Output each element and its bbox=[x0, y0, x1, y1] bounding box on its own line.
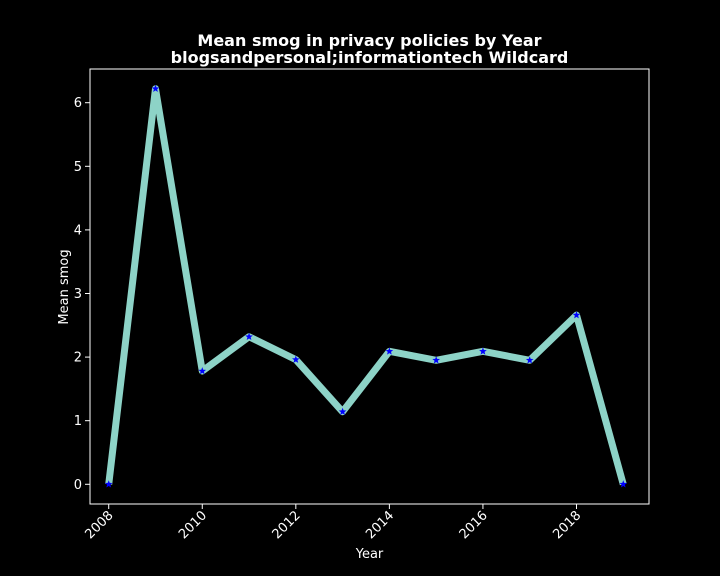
y-tick-label: 3 bbox=[74, 287, 82, 302]
series-group bbox=[105, 85, 627, 486]
y-tick-label: 1 bbox=[74, 414, 82, 429]
data-point-marker bbox=[479, 347, 487, 355]
data-point-marker bbox=[198, 367, 207, 375]
y-tick-label: 0 bbox=[74, 478, 82, 493]
data-point-marker bbox=[385, 347, 394, 355]
data-point-marker bbox=[292, 355, 300, 363]
y-tick-label: 2 bbox=[74, 351, 82, 366]
x-axis-label: Year bbox=[355, 547, 384, 562]
chart-subtitle: blogsandpersonal;informationtech Wildcar… bbox=[171, 48, 569, 67]
markers-group bbox=[104, 84, 628, 488]
data-point-marker bbox=[432, 356, 440, 364]
data-point-marker bbox=[245, 332, 253, 340]
data-point-marker bbox=[104, 480, 113, 488]
y-tick-label: 4 bbox=[74, 223, 82, 238]
y-tick-label: 5 bbox=[74, 160, 82, 175]
y-axis-label: Mean smog bbox=[57, 249, 72, 324]
data-point-marker bbox=[338, 407, 347, 416]
data-point-marker bbox=[572, 311, 581, 319]
data-point-marker bbox=[525, 356, 534, 364]
series-line bbox=[105, 85, 627, 486]
plot-area-frame bbox=[89, 68, 650, 505]
chart-title: Mean smog in privacy policies by Year bbox=[197, 31, 541, 50]
y-tick-label: 6 bbox=[74, 96, 82, 111]
y-axis-ticks: 0 1 2 3 4 5 6 bbox=[74, 96, 90, 493]
data-point-marker bbox=[151, 84, 160, 92]
data-point-marker bbox=[619, 480, 628, 488]
